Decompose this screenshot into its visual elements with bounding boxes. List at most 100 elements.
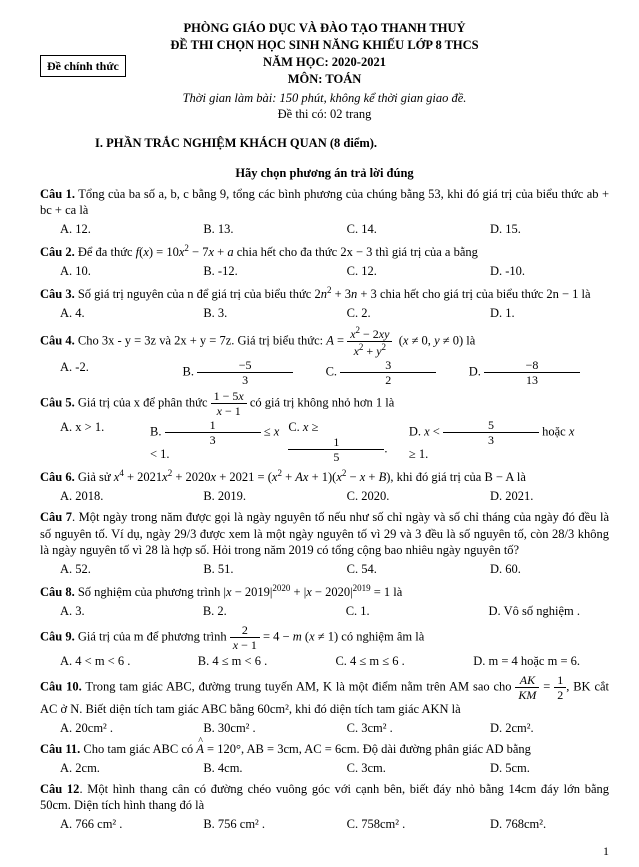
q12-d: D. 768cm².: [490, 816, 580, 833]
q11-choices: A. 2cm. B. 4cm. C. 3cm. D. 5cm.: [60, 760, 580, 777]
q5-a: A. x > 1.: [60, 419, 150, 463]
q2-c: C. 12.: [347, 263, 437, 280]
q2-text: Câu 2. Để đa thức f(x) = 10x2 − 7x + a c…: [40, 242, 609, 261]
q6-text: Câu 6. Giả sử x4 + 2021x2 + 2020x + 2021…: [40, 467, 609, 486]
q4-choices: A. -2. B. −53 C. 32 D. −813: [60, 359, 580, 386]
header-line-2: ĐỀ THI CHỌN HỌC SINH NĂNG KHIẾU LỚP 8 TH…: [40, 37, 609, 54]
q1-b: B. 13.: [203, 221, 293, 238]
q3-choices: A. 4. B. 3. C. 2. D. 1.: [60, 305, 580, 322]
q11-a: A. 2cm.: [60, 760, 150, 777]
q9-choices: A. 4 < m < 6 . B. 4 ≤ m < 6 . C. 4 ≤ m ≤…: [60, 653, 580, 670]
q11-a-part: Cho tam giác ABC có: [83, 742, 196, 756]
q6-a: A. 2018.: [60, 488, 150, 505]
q7-body: Một ngày trong năm được gọi là ngày nguy…: [40, 510, 609, 558]
q6-a-part: Giả sử: [78, 470, 114, 484]
q7-c: C. 54.: [347, 561, 437, 578]
q10-a: A. 20cm² .: [60, 720, 150, 737]
q6-b: B. 2019.: [203, 488, 293, 505]
q10-d: D. 2cm².: [490, 720, 580, 737]
q3-a: A. 4.: [60, 305, 150, 322]
q11-b-part: , AB = 3cm, AC = 6cm. Độ dài đường phân …: [241, 742, 531, 756]
q5-a-part: Giá trị của x để phân thức: [78, 395, 211, 409]
q5-d: D. x < 53 hoặc x ≥ 1.: [409, 419, 580, 463]
q2-a: A. 10.: [60, 263, 150, 280]
q10-c: C. 3cm² .: [347, 720, 437, 737]
q1-text: Câu 1. Tổng của ba số a, b, c bằng 9, tổ…: [40, 186, 609, 220]
q10-a-part: Trong tam giác ABC, đường trung tuyến AM…: [85, 679, 511, 693]
q2-b-part: chia hết cho đa thức 2x − 3 thì giá trị …: [234, 245, 478, 259]
q9-a: A. 4 < m < 6 .: [60, 653, 150, 670]
q6-b-part: , khi đó giá trị của B − A là: [390, 470, 526, 484]
q1-d: D. 15.: [490, 221, 580, 238]
q8-b-part: là: [390, 585, 402, 599]
q11-d: D. 5cm.: [490, 760, 580, 777]
q11-text: Câu 11. Cho tam giác ABC có A = 120°, AB…: [40, 741, 609, 758]
q7-choices: A. 52. B. 51. C. 54. D. 60.: [60, 561, 580, 578]
q10-choices: A. 20cm² . B. 30cm² . C. 3cm² . D. 2cm².: [60, 720, 580, 737]
q7-a: A. 52.: [60, 561, 150, 578]
q4-b-part: là: [463, 333, 475, 347]
q12-a: A. 766 cm² .: [60, 816, 150, 833]
section-1-title: I. PHẦN TRẮC NGHIỆM KHÁCH QUAN (8 điểm).: [95, 135, 609, 152]
q4-text: Câu 4. Cho 3x - y = 3z và 2x + y = 7z. G…: [40, 326, 609, 357]
q8-c: C. 1.: [346, 603, 436, 620]
q2-a-part: Để đa thức: [78, 245, 136, 259]
q9-c: C. 4 ≤ m ≤ 6 .: [335, 653, 425, 670]
q10-text: Câu 10. Trong tam giác ABC, đường trung …: [40, 674, 609, 718]
q3-d: D. 1.: [490, 305, 580, 322]
header-time: Thời gian làm bài: 150 phút, không kể th…: [40, 90, 609, 107]
q8-a: A. 3.: [60, 603, 150, 620]
header-pages: Đề thi có: 02 trang: [40, 106, 609, 123]
q1-c: C. 14.: [347, 221, 437, 238]
q2-b: B. -12.: [203, 263, 293, 280]
q8-text: Câu 8. Số nghiệm của phương trình |x − 2…: [40, 582, 609, 601]
q8-a-part: Số nghiệm của phương trình: [78, 585, 224, 599]
decree-box: Đề chính thức: [40, 55, 126, 77]
q4-b: B. −53: [183, 359, 294, 386]
q9-text: Câu 9. Giá trị của m để phương trình 2x …: [40, 624, 609, 651]
header-line-1: PHÒNG GIÁO DỤC VÀ ĐÀO TẠO THANH THUỶ: [40, 20, 609, 37]
q6-choices: A. 2018. B. 2019. C. 2020. D. 2021.: [60, 488, 580, 505]
q1-choices: A. 12. B. 13. C. 14. D. 15.: [60, 221, 580, 238]
q4-c: C. 32: [326, 359, 437, 386]
q6-d: D. 2021.: [490, 488, 580, 505]
q3-text: Câu 3. Số giá trị nguyên của n để giá tr…: [40, 284, 609, 303]
q3-b: B. 3.: [203, 305, 293, 322]
q4-d: D. −813: [469, 359, 580, 386]
q3-a-part: Số giá trị nguyên của n để giá trị của b…: [78, 287, 315, 301]
q7-text: Câu 7. Một ngày trong năm được gọi là ng…: [40, 509, 609, 560]
q4-a: A. -2.: [60, 359, 150, 386]
q1-body: Tổng của ba số a, b, c bằng 9, tổng các …: [40, 187, 609, 218]
q4-a-part: Cho 3x - y = 3z và 2x + y = 7z. Giá trị …: [78, 333, 326, 347]
q9-d: D. m = 4 hoặc m = 6.: [473, 653, 580, 670]
q9-a-part: Giá trị của m để phương trình: [78, 630, 230, 644]
q5-choices: A. x > 1. B. 13 ≤ x < 1. C. x ≥ 15. D. x…: [60, 419, 580, 463]
q5-b-part: có giá trị không nhỏ hơn 1 là: [247, 395, 395, 409]
q7-b: B. 51.: [203, 561, 293, 578]
q7-d: D. 60.: [490, 561, 580, 578]
q8-b: B. 2.: [203, 603, 293, 620]
q12-body: Một hình thang cân có đường chéo vuông g…: [40, 782, 609, 813]
q9-b-part: có nghiệm âm là: [338, 630, 424, 644]
q11-b: B. 4cm.: [203, 760, 293, 777]
q5-text: Câu 5. Giá trị của x để phân thức 1 − 5x…: [40, 390, 609, 417]
q8-choices: A. 3. B. 2. C. 1. D. Vô số nghiệm .: [60, 603, 580, 620]
q5-b: B. 13 ≤ x < 1.: [150, 419, 288, 463]
q11-c: C. 3cm.: [347, 760, 437, 777]
q5-c: C. x ≥ 15.: [288, 419, 409, 463]
q12-text: Câu 12. Một hình thang cân có đường chéo…: [40, 781, 609, 815]
q2-d: D. -10.: [490, 263, 580, 280]
q10-b: B. 30cm² .: [203, 720, 293, 737]
q3-b-part: chia hết cho giá trị của biểu thức 2n − …: [377, 287, 591, 301]
q3-c: C. 2.: [347, 305, 437, 322]
q2-choices: A. 10. B. -12. C. 12. D. -10.: [60, 263, 580, 280]
q1-a: A. 12.: [60, 221, 150, 238]
q9-b: B. 4 ≤ m < 6 .: [198, 653, 288, 670]
q12-b: B. 756 cm² .: [203, 816, 293, 833]
q8-d: D. Vô số nghiệm .: [489, 603, 580, 620]
q6-c: C. 2020.: [347, 488, 437, 505]
page-number: 1: [603, 843, 609, 859]
q12-choices: A. 766 cm² . B. 756 cm² . C. 758cm² . D.…: [60, 816, 580, 833]
section-1-sub: Hãy chọn phương án trả lời đúng: [40, 165, 609, 182]
q12-c: C. 758cm² .: [347, 816, 437, 833]
